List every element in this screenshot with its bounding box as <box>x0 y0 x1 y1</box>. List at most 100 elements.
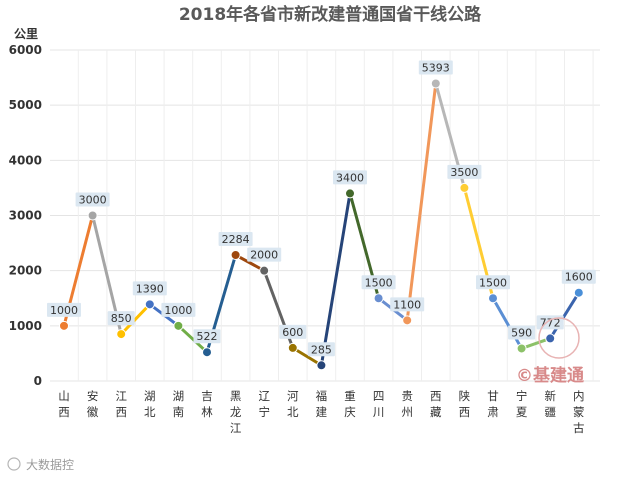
data-label: 2284 <box>222 233 250 246</box>
x-tick-char: 林 <box>201 405 213 419</box>
data-label-bg <box>107 311 135 326</box>
line-segments <box>62 81 581 367</box>
x-tick-label: 内蒙古 <box>573 389 585 435</box>
x-tick-char: 江 <box>115 389 127 403</box>
watermark-logo: ©基建通 <box>516 317 584 386</box>
weibo-icon <box>7 457 21 471</box>
data-point <box>116 329 127 340</box>
x-tick-label: 湖南 <box>173 389 185 419</box>
x-tick-char: 疆 <box>544 405 556 419</box>
x-tick-char: 西 <box>459 405 471 419</box>
data-label-bg <box>193 329 221 344</box>
data-point <box>345 188 355 199</box>
data-point <box>173 320 184 331</box>
x-tick-char: 新 <box>544 389 556 403</box>
data-point <box>459 182 470 193</box>
x-tick-label: 福建 <box>316 389 328 419</box>
line-segment <box>119 302 152 336</box>
y-tick-labels: 0 1000 2000 3000 4000 5000 6000 <box>9 43 42 388</box>
x-tick-char: 山 <box>58 389 70 403</box>
data-label: 522 <box>197 330 218 343</box>
data-label-bg <box>307 342 335 357</box>
watermark-seal-icon <box>538 317 580 359</box>
x-tick-label: 重庆 <box>344 389 356 419</box>
data-label: 600 <box>282 326 303 339</box>
x-tick-label: 贵州 <box>401 389 413 419</box>
data-point <box>573 287 584 298</box>
x-tick-char: 陕 <box>459 389 471 403</box>
y-tick-label: 6000 <box>9 43 42 57</box>
x-tick-char: 宁 <box>258 405 270 419</box>
data-label: 5393 <box>422 61 450 74</box>
x-tick-char: 甘 <box>487 389 499 403</box>
data-point <box>488 293 498 304</box>
x-tick-label: 黑龙江 <box>230 389 242 435</box>
data-label: 3500 <box>450 166 478 179</box>
data-label-bg <box>161 302 196 317</box>
data-label-bg <box>418 60 453 75</box>
data-point <box>402 315 413 326</box>
data-label-bg <box>132 281 167 296</box>
x-tick-label: 江西 <box>115 389 127 419</box>
data-label-bg <box>333 170 367 185</box>
y-tick-label: 3000 <box>9 209 42 223</box>
x-tick-label: 新疆 <box>544 389 556 419</box>
x-tick-label: 陕西 <box>459 389 471 419</box>
x-tick-char: 南 <box>173 405 185 419</box>
y-tick-label: 4000 <box>9 153 42 167</box>
line-segment <box>520 336 552 350</box>
x-tick-char: 内 <box>573 389 585 403</box>
data-label-bg <box>561 269 596 284</box>
data-point <box>516 343 527 354</box>
data-point <box>287 342 298 353</box>
data-label: 2000 <box>250 249 278 262</box>
x-tick-char: 福 <box>316 389 328 403</box>
data-point <box>545 333 556 344</box>
x-tick-label: 湖北 <box>144 389 156 419</box>
x-tick-char: 龙 <box>230 405 242 419</box>
data-label-bg <box>75 192 110 207</box>
line-segment <box>319 191 352 367</box>
x-tick-char: 河 <box>287 389 299 403</box>
x-tick-label: 宁夏 <box>516 389 528 419</box>
data-label: 3000 <box>79 194 107 207</box>
line-segment <box>405 81 438 322</box>
x-tick-char: 宁 <box>516 389 528 403</box>
data-point <box>59 320 69 331</box>
line-segment <box>234 253 266 273</box>
chart-title: 2018年各省市新改建普通国省干线公路 <box>179 4 482 25</box>
data-point <box>144 299 155 310</box>
x-tick-char: 庆 <box>344 405 356 419</box>
data-point <box>230 249 241 260</box>
data-labels: 1000300085013901000522228420006002853400… <box>47 60 596 357</box>
data-label: 1390 <box>136 282 164 295</box>
data-point <box>259 265 270 276</box>
data-point <box>316 360 327 371</box>
y-axis-unit: 公里 <box>14 26 38 41</box>
x-tick-label: 四川 <box>373 389 385 419</box>
x-tick-char: 西 <box>58 405 70 419</box>
data-label-bg <box>361 275 396 290</box>
data-point <box>373 293 384 304</box>
x-tick-char: 安 <box>87 389 99 403</box>
data-label: 1500 <box>365 276 393 289</box>
x-tick-char: 州 <box>401 405 413 419</box>
x-tick-char: 吉 <box>201 389 213 403</box>
data-label: 3400 <box>336 171 364 184</box>
line-segment <box>548 291 581 340</box>
data-label-bg <box>447 164 482 179</box>
data-label-bg <box>218 231 253 246</box>
data-label: 1500 <box>479 276 507 289</box>
data-label-bg <box>390 297 425 312</box>
x-tick-label: 河北 <box>287 389 299 419</box>
data-label: 850 <box>111 312 132 325</box>
x-tick-char: 藏 <box>430 405 442 419</box>
data-label: 772 <box>540 316 561 329</box>
x-tick-label: 西藏 <box>430 389 442 419</box>
x-tick-char: 贵 <box>401 389 413 403</box>
y-tick-label: 5000 <box>9 98 42 112</box>
x-tick-char: 夏 <box>516 405 528 419</box>
x-tick-char: 西 <box>430 389 442 403</box>
x-tick-char: 蒙 <box>573 405 585 419</box>
